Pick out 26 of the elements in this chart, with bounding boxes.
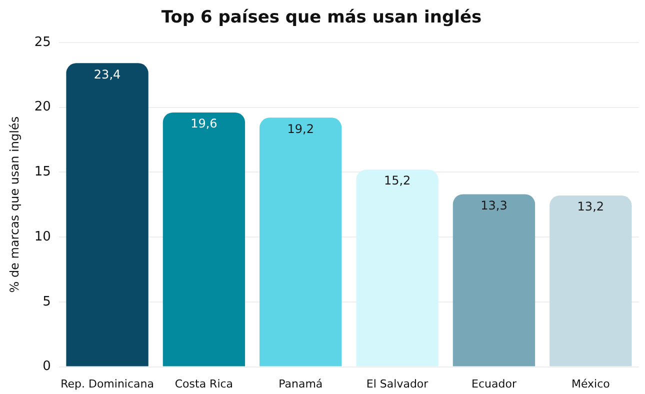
bar <box>356 170 438 366</box>
x-tick-label: Ecuador <box>472 377 517 390</box>
data-label: 23,4 <box>94 67 121 82</box>
y-tick-label: 15 <box>34 164 51 180</box>
data-label: 19,2 <box>287 122 314 136</box>
data-label: 19,6 <box>190 116 218 131</box>
x-tick-label: El Salvador <box>366 377 429 390</box>
y-tick-label: 10 <box>34 229 51 244</box>
bar <box>66 63 148 366</box>
bar <box>260 118 342 366</box>
data-label: 15,2 <box>384 174 411 188</box>
x-tick-label: Rep. Dominicana <box>60 377 154 390</box>
data-label: 13,2 <box>577 200 604 214</box>
x-tick-label: México <box>571 377 610 390</box>
chart-title: Top 6 países que más usan inglés <box>161 8 482 28</box>
x-tick-label: Panamá <box>278 377 323 390</box>
y-tick-label: 25 <box>34 34 51 50</box>
y-axis-title: % de marcas que usan inglés <box>7 116 22 293</box>
bar <box>162 112 246 366</box>
y-tick-label: 5 <box>42 294 51 310</box>
y-tick-label: 20 <box>34 100 51 115</box>
y-tick-label: 0 <box>42 359 51 374</box>
data-label: 13,3 <box>480 198 508 212</box>
bar <box>452 194 536 366</box>
x-tick-label: Costa Rica <box>174 377 234 390</box>
bar <box>550 196 632 366</box>
